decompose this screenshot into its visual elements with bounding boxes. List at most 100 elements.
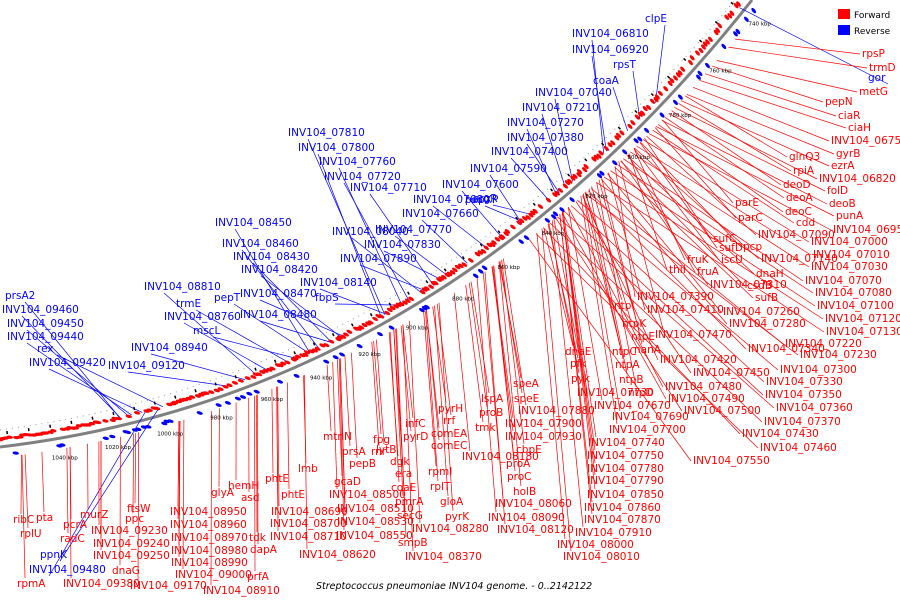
forward-leader-line	[674, 107, 818, 180]
forward-leader-line	[655, 126, 835, 217]
forward-gene-label: sufC	[713, 233, 736, 245]
forward-gene-mark	[667, 80, 673, 86]
reverse-leader-line	[195, 309, 289, 363]
ruler-tick-mark	[601, 142, 605, 146]
forward-gene-label: fruA	[697, 266, 720, 278]
reverse-gene-label: INV104_08140	[300, 277, 377, 289]
forward-leader-line	[498, 261, 522, 487]
reverse-gene-mark	[377, 332, 383, 337]
forward-leader-line	[627, 154, 696, 273]
forward-gene-label: INV104_07310	[710, 279, 787, 291]
reverse-gene-label: INV104_07590	[470, 163, 547, 175]
forward-gene-mark	[567, 178, 573, 184]
reverse-gene-label: INV104_08470	[240, 288, 317, 300]
forward-gene-mark	[510, 224, 516, 230]
reverse-gene-mark	[246, 391, 253, 396]
forward-gene-label: INV104_09380	[63, 578, 140, 590]
reverse-leader-line	[632, 70, 641, 119]
forward-gene-label: comEA	[431, 428, 468, 440]
reverse-gene-label: ppnK	[40, 549, 68, 561]
forward-gene-label: INV104_07420	[660, 354, 737, 366]
reverse-gene-mark	[559, 207, 565, 212]
reverse-gene-mark	[472, 273, 479, 279]
forward-gene-label: INV104_07120	[825, 313, 900, 325]
reverse-leader-line	[21, 315, 121, 419]
forward-gene-label: INV104_07500	[684, 405, 761, 417]
forward-gene-label: parC	[738, 212, 763, 224]
forward-gene-mark	[598, 150, 604, 156]
forward-gene-label: mtnN	[323, 431, 352, 443]
forward-leader-line	[668, 113, 826, 192]
reverse-gene-mark	[215, 403, 222, 407]
forward-gene-mark	[393, 304, 399, 309]
forward-gene-mark	[244, 376, 251, 380]
forward-gene-label: INV104_09170	[130, 580, 207, 592]
forward-gene-mark	[603, 145, 609, 151]
forward-gene-label: fruK	[687, 254, 710, 266]
reverse-gene-label: INV104_08940	[131, 342, 208, 354]
forward-leader-line	[620, 160, 709, 286]
forward-gene-mark	[365, 321, 372, 326]
forward-gene-label: prfA	[247, 571, 270, 583]
forward-leader-line	[557, 216, 775, 409]
forward-gene-label: pfk	[570, 358, 587, 370]
forward-gene-mark	[428, 284, 434, 289]
forward-gene-mark	[736, 1, 741, 7]
reverse-gene-mark	[612, 160, 618, 166]
reverse-gene-mark	[596, 173, 603, 179]
ruler-tick-mark	[70, 420, 73, 425]
forward-leader-line	[436, 303, 452, 416]
forward-gene-mark	[389, 305, 396, 311]
forward-gene-label: iscU	[721, 254, 743, 266]
ruler-tick-mark	[443, 268, 447, 272]
forward-gene-label: ntpC	[612, 346, 637, 358]
forward-gene-mark	[386, 307, 393, 313]
forward-leader-line	[601, 178, 728, 325]
forward-gene-label: dnaH	[756, 268, 784, 280]
forward-leader-line	[438, 302, 454, 512]
forward-gene-label: smpB	[398, 537, 428, 549]
reverse-leader-line	[461, 190, 503, 239]
forward-leader-line	[555, 218, 683, 412]
reverse-gene-mark	[239, 395, 247, 399]
forward-gene-mark	[518, 218, 525, 224]
reverse-leader-line	[526, 143, 560, 194]
forward-gene-label: proB	[479, 407, 503, 419]
forward-gene-mark	[576, 169, 583, 175]
ruler-tick-label: 940 kbp	[310, 376, 333, 382]
forward-gene-label: metG	[859, 86, 888, 98]
forward-gene-mark	[537, 204, 544, 209]
reverse-leader-line	[48, 411, 146, 577]
reverse-leader-line	[183, 322, 269, 372]
reverse-leader-line	[383, 250, 443, 281]
forward-leader-line	[423, 312, 437, 467]
leader-lines	[20, 7, 889, 586]
forward-gene-mark	[336, 335, 343, 340]
forward-gene-mark	[705, 39, 710, 45]
forward-gene-label: rpiA	[793, 165, 815, 177]
reverse-gene-labels: clpEINV104_06810INV104_06920rpsTcoaAINV1…	[2, 13, 886, 576]
reverse-gene-label: INV104_06810	[572, 28, 649, 40]
forward-gene-label: murZ	[80, 509, 108, 521]
reverse-gene-label: INV104_07720	[324, 171, 401, 183]
forward-gene-label: deoA	[786, 192, 814, 204]
forward-gene-label: INV104_08970	[171, 532, 248, 544]
forward-gene-mark	[343, 332, 349, 337]
forward-leader-line	[559, 213, 593, 515]
forward-gene-label: infC	[405, 418, 426, 430]
reverse-leader-line	[432, 205, 489, 250]
ruler-tick-mark	[567, 173, 571, 177]
reverse-gene-label: prsA2	[5, 290, 35, 302]
forward-gene-label: rpsP	[862, 48, 885, 60]
forward-gene-label: INV104_07370	[764, 416, 841, 428]
forward-leader-line	[735, 38, 861, 55]
ruler-tick-mark	[194, 389, 197, 393]
forward-leader-line	[633, 148, 686, 261]
reverse-leader-line	[252, 262, 332, 343]
forward-gene-mark	[673, 75, 678, 81]
forward-gene-label: pmrA	[395, 496, 424, 508]
forward-leader-line	[630, 151, 810, 268]
forward-leader-line	[634, 147, 760, 260]
forward-gene-label: ezrA	[831, 160, 855, 172]
forward-gene-mark	[133, 411, 141, 415]
